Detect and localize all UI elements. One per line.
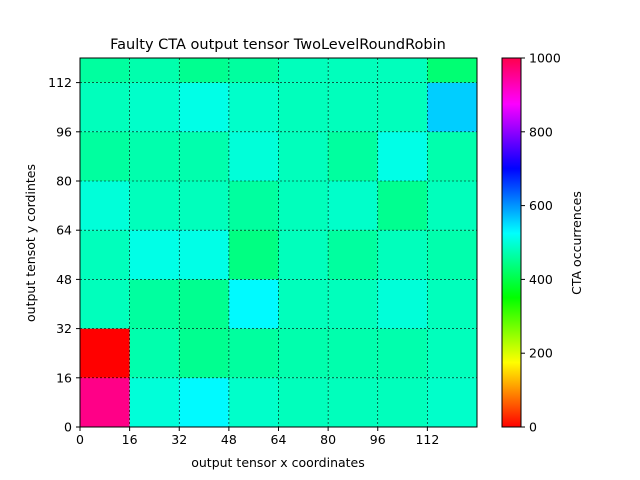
heatmap-cell [179, 181, 229, 231]
heatmap-cell [80, 279, 130, 329]
heatmap-cell [129, 230, 180, 280]
heatmap-cell [328, 181, 378, 231]
heatmap-cell [278, 82, 329, 132]
heatmap-cell [377, 131, 428, 181]
heatmap-cell [80, 82, 130, 132]
heatmap-cell [80, 58, 130, 83]
heatmap-cell [278, 58, 329, 83]
chart-title: Faulty CTA output tensor TwoLevelRoundRo… [110, 37, 446, 53]
heatmap-cell [278, 377, 329, 427]
colorbar-tick-label: 1000 [529, 51, 561, 66]
x-tick-label: 64 [271, 432, 287, 447]
x-tick-label: 32 [171, 432, 187, 447]
y-axis-ticks: 0 16 32 48 64 80 96 112 [48, 75, 80, 435]
heatmap-cell [179, 230, 229, 280]
heatmap-cell [278, 181, 329, 231]
heatmap-cell [328, 58, 378, 83]
heatmap-cell [228, 131, 279, 181]
heatmap-cell [377, 377, 428, 427]
x-tick-label: 96 [370, 432, 386, 447]
heatmap-cell [427, 328, 477, 378]
heatmap-cell [328, 377, 378, 427]
x-axis-ticks: 0 16 32 48 64 80 96 112 [76, 427, 439, 447]
heatmap-cell [228, 377, 279, 427]
y-tick-label: 112 [48, 75, 72, 90]
heatmap-cell [377, 279, 428, 329]
heatmap-cell [377, 58, 428, 83]
heatmap-cell [278, 328, 329, 378]
heatmap-cell [427, 82, 477, 132]
heatmap-cell [179, 279, 229, 329]
heatmap-cell [179, 328, 229, 378]
heatmap-cell [129, 131, 180, 181]
heatmap-cell [228, 82, 279, 132]
colorbar-tick-label: 400 [529, 272, 553, 287]
heatmap-cell [377, 181, 428, 231]
heatmap-cell [328, 230, 378, 280]
heatmap-cell [179, 82, 229, 132]
y-tick-label: 80 [56, 174, 72, 189]
heatmap-cell [129, 377, 180, 427]
x-tick-label: 0 [76, 432, 84, 447]
heatmap-cell [129, 82, 180, 132]
heatmap-cell [80, 181, 130, 231]
heatmap-cell [228, 279, 279, 329]
heatmap-cells [80, 58, 477, 427]
heatmap-cell [129, 328, 180, 378]
heatmap-cell [427, 181, 477, 231]
heatmap-cell [228, 58, 279, 83]
heatmap-cell [328, 279, 378, 329]
x-axis-label: output tensor x coordinates [191, 455, 365, 470]
y-tick-label: 96 [56, 124, 72, 139]
heatmap-cell [129, 181, 180, 231]
x-tick-label: 48 [221, 432, 237, 447]
y-tick-label: 48 [56, 272, 72, 287]
heatmap-cell [278, 279, 329, 329]
heatmap-cell [80, 131, 130, 181]
y-axis-label: output tensot y cordintes [23, 164, 38, 322]
heatmap-cell [278, 131, 329, 181]
colorbar-tick-label: 200 [529, 346, 553, 361]
heatmap-cell [80, 230, 130, 280]
colorbar [501, 57, 522, 428]
x-tick-label: 112 [415, 432, 439, 447]
heatmap-cell [427, 279, 477, 329]
colorbar-tick-label: 600 [529, 198, 553, 213]
colorbar-ticks: 0 200 400 600 800 1000 [521, 51, 561, 435]
heatmap-cell [278, 230, 329, 280]
colorbar-tick-label: 0 [529, 420, 537, 435]
y-tick-label: 32 [56, 321, 72, 336]
heatmap-cell [427, 377, 477, 427]
heatmap-cell [377, 230, 428, 280]
heatmap-cell [427, 131, 477, 181]
heatmap-cell [377, 82, 428, 132]
heatmap-cell [80, 328, 130, 378]
heatmap-cell [328, 328, 378, 378]
y-tick-label: 64 [56, 223, 72, 238]
heatmap-cell [427, 58, 477, 83]
heatmap-cell [179, 377, 229, 427]
y-tick-label: 16 [56, 370, 72, 385]
heatmap-cell [328, 82, 378, 132]
heatmap-cell [129, 58, 180, 83]
heatmap-cell [80, 377, 130, 427]
heatmap-cell [228, 328, 279, 378]
x-tick-label: 80 [320, 432, 336, 447]
heatmap-cell [179, 58, 229, 83]
grid-lines [80, 58, 477, 427]
heatmap-cell [328, 131, 378, 181]
heatmap-cell [129, 279, 180, 329]
x-tick-label: 16 [122, 432, 138, 447]
colorbar-label: CTA occurrences [569, 191, 584, 295]
heatmap-cell [228, 181, 279, 231]
heatmap-cell [179, 131, 229, 181]
y-tick-label: 0 [64, 420, 72, 435]
heatmap-cell [427, 230, 477, 280]
colorbar-tick-label: 800 [529, 124, 553, 139]
heatmap-cell [377, 328, 428, 378]
heatmap-cell [228, 230, 279, 280]
